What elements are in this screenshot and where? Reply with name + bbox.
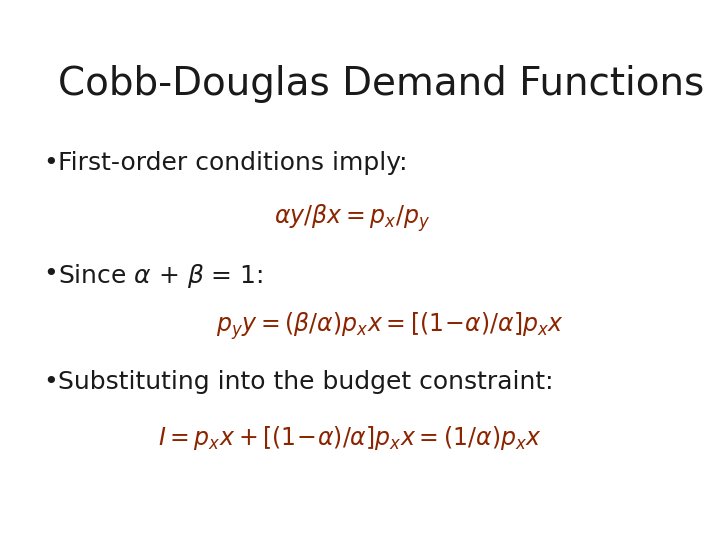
Text: Since $\alpha$ + $\beta$ = 1:: Since $\alpha$ + $\beta$ = 1: <box>58 262 263 290</box>
Text: $I = p_x x + [(1\!-\!\alpha)/\alpha]p_x x = (1/\alpha)p_x x$: $I = p_x x + [(1\!-\!\alpha)/\alpha]p_x … <box>158 424 542 452</box>
Text: $\alpha y/\beta x = p_x/p_y$: $\alpha y/\beta x = p_x/p_y$ <box>274 202 430 234</box>
Text: •: • <box>43 151 58 175</box>
Text: Cobb-Douglas Demand Functions: Cobb-Douglas Demand Functions <box>58 65 704 103</box>
Text: •: • <box>43 262 58 286</box>
Text: $p_y y = (\beta/\alpha)p_x x = [(1\!-\!\alpha)/\alpha]p_x x$: $p_y y = (\beta/\alpha)p_x x = [(1\!-\!\… <box>216 310 564 342</box>
Text: First-order conditions imply:: First-order conditions imply: <box>58 151 407 175</box>
Text: •: • <box>43 370 58 394</box>
Text: Substituting into the budget constraint:: Substituting into the budget constraint: <box>58 370 553 394</box>
